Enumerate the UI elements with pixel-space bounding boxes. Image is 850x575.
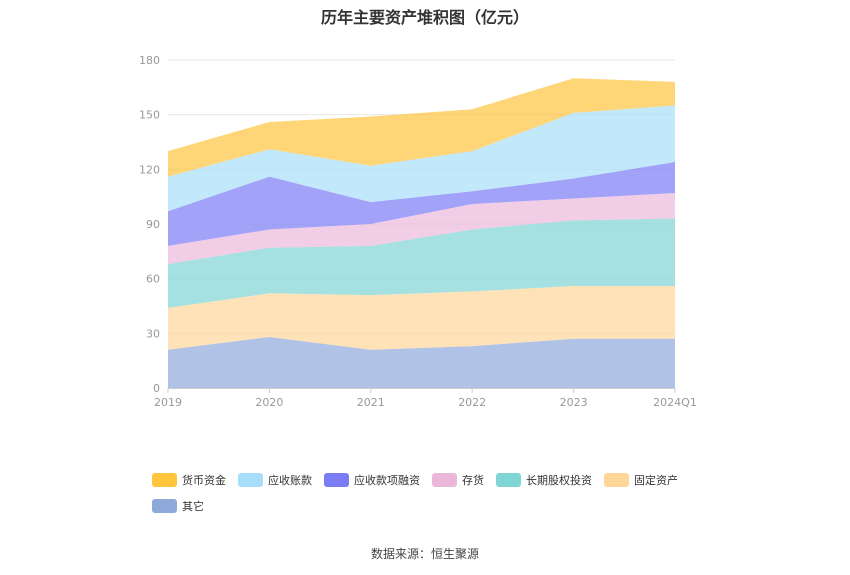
legend-label: 存货 bbox=[462, 474, 484, 487]
legend-label: 固定资产 bbox=[634, 474, 678, 487]
legend-item[interactable]: 存货 bbox=[432, 472, 484, 488]
legend-item[interactable]: 其它 bbox=[152, 498, 204, 514]
x-tick-label: 2024Q1 bbox=[653, 396, 697, 409]
legend-item[interactable]: 应收账款 bbox=[238, 472, 312, 488]
legend-item[interactable]: 货币资金 bbox=[152, 472, 226, 488]
y-tick-label: 60 bbox=[146, 273, 160, 286]
area-series-6 bbox=[168, 78, 675, 177]
legend-swatch bbox=[496, 473, 521, 487]
legend-label: 应收账款 bbox=[268, 474, 312, 487]
y-tick-label: 90 bbox=[146, 218, 160, 231]
legend-label: 应收款项融资 bbox=[354, 474, 420, 487]
area-series-5 bbox=[168, 105, 675, 212]
legend-label: 货币资金 bbox=[182, 474, 226, 487]
x-tick-label: 2020 bbox=[255, 396, 283, 409]
chart-title: 历年主要资产堆积图（亿元） bbox=[320, 8, 529, 27]
legend-swatch bbox=[152, 499, 177, 513]
legend-label: 长期股权投资 bbox=[526, 474, 592, 487]
legend-item[interactable]: 长期股权投资 bbox=[496, 472, 592, 488]
y-tick-label: 180 bbox=[139, 54, 160, 67]
y-tick-label: 120 bbox=[139, 163, 160, 176]
legend-item[interactable]: 固定资产 bbox=[604, 472, 678, 488]
y-tick-label: 0 bbox=[153, 382, 160, 395]
area-series-2 bbox=[168, 218, 675, 308]
y-tick-label: 150 bbox=[139, 109, 160, 122]
x-tick-label: 2021 bbox=[357, 396, 385, 409]
x-tick-label: 2019 bbox=[154, 396, 182, 409]
area-series-0 bbox=[168, 336, 675, 388]
y-tick-label: 30 bbox=[146, 327, 160, 340]
legend: 货币资金 应收账款 应收款项融资 存货 长期股权投资 固定资产其它 bbox=[152, 472, 712, 514]
legend-swatch bbox=[152, 473, 177, 487]
legend-swatch bbox=[238, 473, 263, 487]
legend-item[interactable]: 应收款项融资 bbox=[324, 472, 420, 488]
area-series-4 bbox=[168, 162, 675, 246]
area-series bbox=[168, 78, 675, 388]
axes: 0 30 60 90 120 150 180 2019 2020 2021 2022 2023 2024… bbox=[139, 54, 697, 409]
legend-swatch bbox=[604, 473, 629, 487]
x-tick-label: 2023 bbox=[560, 396, 588, 409]
legend-label: 其它 bbox=[182, 500, 204, 513]
legend-swatch bbox=[324, 473, 349, 487]
source-note: 数据来源：恒生聚源 bbox=[370, 547, 479, 561]
area-series-1 bbox=[168, 285, 675, 350]
x-tick-label: 2022 bbox=[458, 396, 486, 409]
legend-swatch bbox=[432, 473, 457, 487]
area-series-3 bbox=[168, 193, 675, 265]
